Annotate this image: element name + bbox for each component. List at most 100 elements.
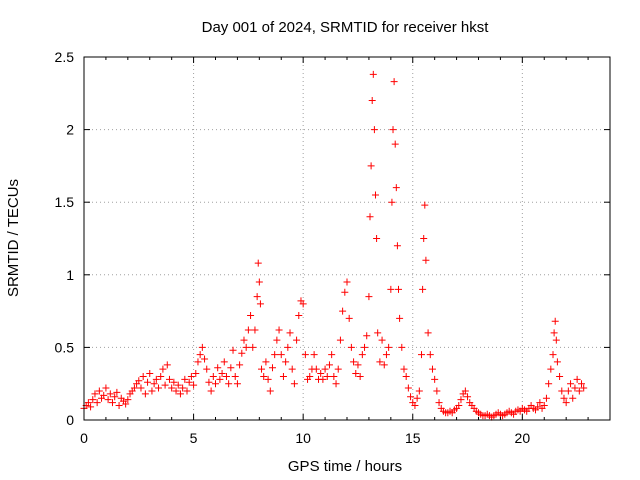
y-tick-label: 1.5 bbox=[55, 194, 75, 210]
data-point bbox=[256, 300, 264, 308]
data-point bbox=[575, 387, 583, 395]
data-point bbox=[393, 242, 401, 250]
data-point bbox=[426, 351, 434, 359]
y-tick-label: 2.5 bbox=[55, 49, 75, 65]
data-point bbox=[361, 343, 369, 351]
data-point bbox=[102, 384, 110, 392]
data-point bbox=[233, 380, 241, 388]
data-point bbox=[122, 400, 130, 408]
data-point bbox=[534, 403, 542, 411]
data-point bbox=[380, 361, 388, 369]
y-tick-label: 2 bbox=[66, 122, 74, 138]
gridlines bbox=[84, 57, 610, 420]
data-point bbox=[368, 97, 376, 105]
data-point bbox=[124, 396, 132, 404]
data-point bbox=[161, 381, 169, 389]
data-point bbox=[433, 387, 441, 395]
data-point bbox=[187, 372, 195, 380]
data-point bbox=[148, 387, 156, 395]
data-point bbox=[420, 235, 428, 242]
data-point bbox=[373, 235, 381, 242]
data-point bbox=[573, 375, 581, 383]
data-point bbox=[95, 387, 103, 395]
data-point bbox=[369, 70, 377, 78]
chart-title: Day 001 of 2024, SRMTID for receiver hks… bbox=[202, 19, 490, 36]
data-point bbox=[376, 358, 384, 366]
data-point bbox=[366, 213, 374, 221]
data-point bbox=[290, 380, 298, 388]
data-point bbox=[578, 380, 586, 388]
data-point bbox=[207, 387, 215, 395]
data-point bbox=[216, 375, 224, 383]
data-point bbox=[212, 380, 219, 388]
data-point bbox=[330, 372, 338, 380]
data-point bbox=[141, 390, 149, 398]
data-point bbox=[137, 384, 145, 392]
data-point bbox=[268, 364, 276, 372]
data-point bbox=[227, 364, 235, 372]
data-point bbox=[192, 370, 200, 378]
data-point bbox=[271, 351, 279, 359]
data-point bbox=[165, 375, 173, 383]
data-point bbox=[347, 343, 355, 351]
data-point bbox=[198, 343, 206, 351]
data-point bbox=[179, 384, 187, 392]
data-point bbox=[174, 381, 182, 389]
data-point bbox=[367, 162, 375, 170]
data-point bbox=[569, 394, 577, 402]
data-point bbox=[411, 401, 419, 409]
y-axis-title: SRMTID / TECUs bbox=[5, 179, 22, 297]
data-point bbox=[391, 140, 399, 148]
data-point bbox=[279, 372, 287, 380]
data-point bbox=[218, 370, 226, 378]
data-point bbox=[567, 380, 575, 388]
data-point bbox=[398, 343, 406, 351]
x-tick-label: 20 bbox=[515, 430, 531, 446]
data-point bbox=[301, 351, 309, 359]
data-point bbox=[185, 378, 193, 386]
data-point bbox=[435, 399, 443, 407]
data-point bbox=[93, 399, 101, 407]
data-point bbox=[231, 372, 239, 380]
data-point bbox=[413, 394, 421, 402]
data-point bbox=[282, 358, 290, 366]
data-point bbox=[553, 358, 561, 366]
data-point bbox=[339, 307, 347, 315]
data-point bbox=[240, 336, 248, 344]
data-point bbox=[100, 391, 108, 399]
data-point bbox=[461, 387, 469, 395]
data-point bbox=[254, 259, 262, 267]
data-point bbox=[545, 380, 553, 388]
data-point bbox=[135, 377, 143, 385]
data-point bbox=[146, 370, 154, 378]
data-point bbox=[108, 399, 116, 407]
data-point bbox=[345, 314, 353, 322]
data-point bbox=[196, 351, 204, 359]
data-point bbox=[343, 278, 351, 286]
data-point bbox=[157, 372, 165, 380]
data-point bbox=[404, 384, 412, 392]
data-point bbox=[205, 378, 213, 386]
data-point bbox=[385, 343, 393, 351]
data-point bbox=[363, 332, 371, 340]
y-tick-labels: 0 0.5 1 1.5 2 2.5 bbox=[55, 49, 75, 428]
data-point bbox=[244, 326, 252, 334]
data-point bbox=[91, 390, 99, 398]
data-point bbox=[111, 393, 119, 401]
data-point bbox=[328, 351, 336, 359]
data-point bbox=[275, 326, 283, 334]
data-point bbox=[464, 393, 472, 401]
data-point bbox=[400, 365, 408, 373]
data-point bbox=[312, 365, 320, 373]
data-point bbox=[580, 384, 588, 392]
data-point bbox=[306, 372, 314, 380]
data-point bbox=[238, 349, 246, 357]
data-point bbox=[194, 358, 202, 366]
data-point bbox=[365, 293, 373, 301]
data-point bbox=[552, 336, 560, 344]
data-point bbox=[422, 256, 430, 264]
data-point bbox=[277, 351, 285, 359]
data-point bbox=[293, 336, 301, 344]
data-point bbox=[388, 198, 396, 206]
